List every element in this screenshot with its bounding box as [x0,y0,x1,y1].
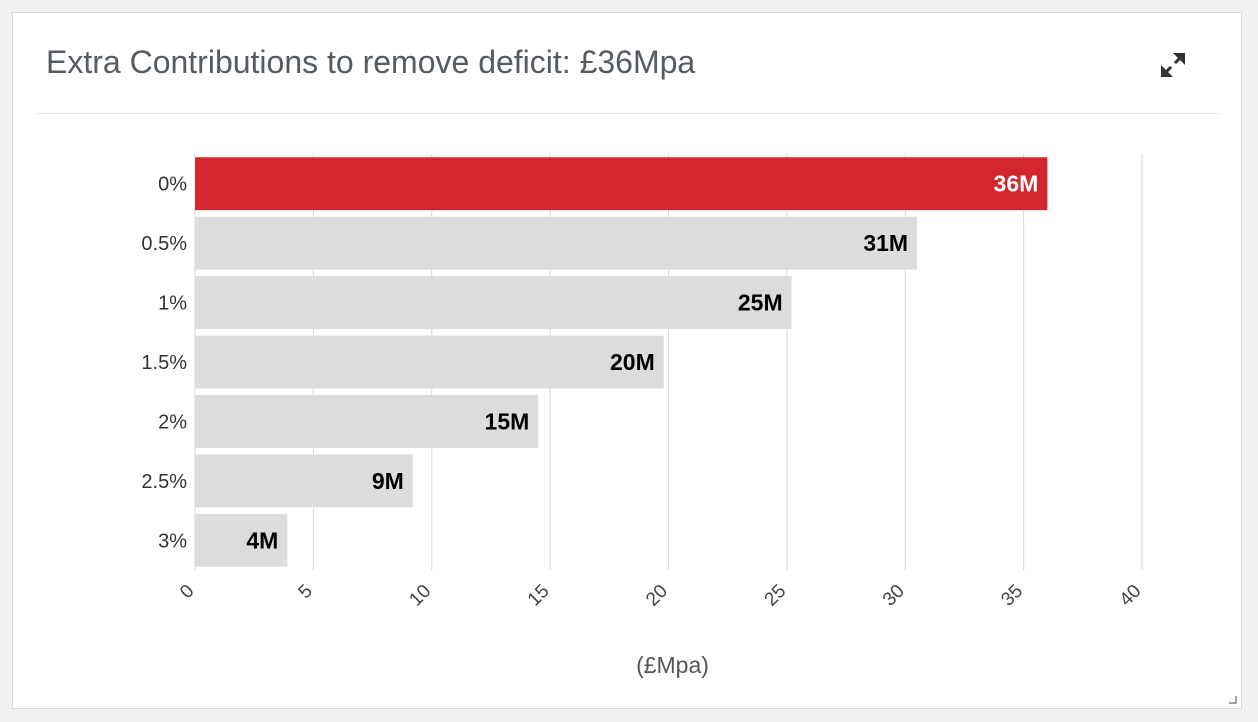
x-tick-label: 40 [1116,581,1146,611]
bar-data-label: 20M [610,349,655,375]
x-tick-label: 0 [176,581,198,603]
y-category-label: 3% [158,530,187,552]
y-category-label: 1.5% [141,352,187,374]
bar-data-label: 31M [863,230,908,256]
expand-arrows-icon[interactable] [1157,49,1189,81]
bar-data-label: 15M [485,408,530,434]
bar-data-label: 9M [372,468,404,494]
bar-data-label: 25M [738,290,783,316]
bar-chart: 0 5 10 15 20 25 30 35 40 0% 36M 0.5% 31M 1% 25M 1.5% 20M… [141,154,1146,678]
bar [195,157,1048,211]
bar [195,276,792,330]
panel-title: Extra Contributions to remove deficit: £… [46,44,696,80]
bar [195,335,664,389]
y-category-label: 2.5% [141,471,187,493]
x-tick-label: 15 [524,581,554,611]
chart-panel: Extra Contributions to remove deficit: £… [12,12,1242,709]
y-category-label: 0.5% [141,233,187,255]
x-tick-label: 25 [761,581,791,611]
x-tick-label: 35 [997,581,1027,611]
bar [195,216,918,270]
bar-data-label: 36M [994,171,1039,197]
y-category-label: 1% [158,293,187,315]
x-tick-label: 5 [295,581,317,603]
bar [195,394,539,448]
x-axis-title: (£Mpa) [636,652,709,678]
x-tick-label: 20 [642,581,672,611]
resize-grip-icon[interactable] [1228,695,1238,705]
panel-header: Extra Contributions to remove deficit: £… [35,13,1219,114]
x-tick-label: 10 [405,581,435,611]
y-category-label: 2% [158,411,187,433]
bar [195,454,413,508]
y-category-label: 0% [158,174,187,196]
bar-data-label: 4M [246,527,278,553]
bar [195,513,288,567]
x-tick-label: 30 [879,581,909,611]
